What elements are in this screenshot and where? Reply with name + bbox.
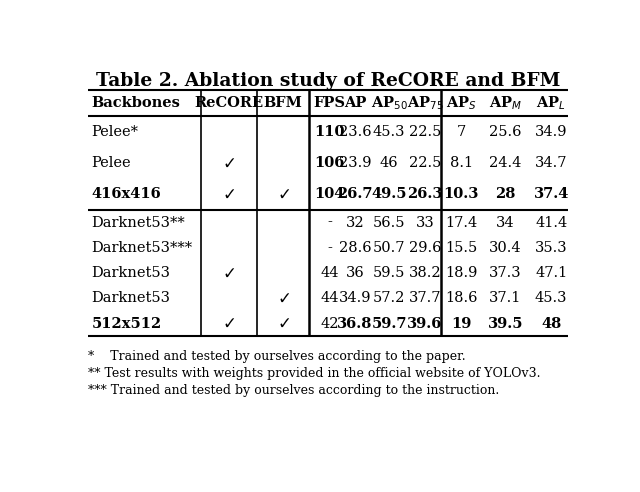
Text: ReCORE: ReCORE [194,96,264,110]
Text: FPS: FPS [314,96,346,110]
Text: Pelee: Pelee [92,156,131,170]
Text: 19: 19 [451,317,472,331]
Text: 38.2: 38.2 [408,266,441,280]
Text: 34.7: 34.7 [535,156,568,170]
Text: Darknet53: Darknet53 [92,266,171,280]
Text: 28.6: 28.6 [339,241,371,255]
Text: $\checkmark$: $\checkmark$ [276,186,289,203]
Text: 41.4: 41.4 [535,215,567,230]
Text: 104: 104 [314,187,345,201]
Text: 26.7: 26.7 [337,187,373,201]
Text: 28: 28 [495,187,516,201]
Text: 44: 44 [320,266,339,280]
Text: 23.9: 23.9 [339,156,371,170]
Text: 45.3: 45.3 [373,124,406,139]
Text: 34: 34 [496,215,515,230]
Text: 416x416: 416x416 [92,187,161,201]
Text: 39.5: 39.5 [488,317,524,331]
Text: 512x512: 512x512 [92,317,162,331]
Text: 33: 33 [415,215,435,230]
Text: 37.1: 37.1 [490,291,522,306]
Text: -: - [327,241,332,255]
Text: 22.5: 22.5 [409,124,441,139]
Text: 57.2: 57.2 [373,291,405,306]
Text: 50.7: 50.7 [373,241,406,255]
Text: 45.3: 45.3 [535,291,568,306]
Text: 36.8: 36.8 [337,317,373,331]
Text: AP$_S$: AP$_S$ [446,94,477,112]
Text: 34.9: 34.9 [535,124,568,139]
Text: 8.1: 8.1 [450,156,473,170]
Text: 37.4: 37.4 [534,187,569,201]
Text: 22.5: 22.5 [409,156,441,170]
Text: 35.3: 35.3 [535,241,568,255]
Text: $\checkmark$: $\checkmark$ [276,290,289,307]
Text: 56.5: 56.5 [373,215,406,230]
Text: Pelee*: Pelee* [92,124,139,139]
Text: BFM: BFM [264,96,303,110]
Text: 30.4: 30.4 [489,241,522,255]
Text: 10.3: 10.3 [444,187,479,201]
Text: 59.5: 59.5 [373,266,405,280]
Text: 15.5: 15.5 [445,241,477,255]
Text: 39.6: 39.6 [407,317,443,331]
Text: 46: 46 [380,156,399,170]
Text: 36: 36 [346,266,365,280]
Text: 34.9: 34.9 [339,291,371,306]
Text: 26.3: 26.3 [407,187,443,201]
Text: 25.6: 25.6 [489,124,522,139]
Text: 29.6: 29.6 [408,241,441,255]
Text: AP$_L$: AP$_L$ [536,94,566,112]
Text: 17.4: 17.4 [445,215,477,230]
Text: 37.7: 37.7 [408,291,441,306]
Text: AP: AP [344,96,366,110]
Text: AP$_{75}$: AP$_{75}$ [406,94,444,112]
Text: 23.6: 23.6 [339,124,371,139]
Text: 24.4: 24.4 [490,156,522,170]
Text: 48: 48 [541,317,561,331]
Text: 7: 7 [457,124,466,139]
Text: 47.1: 47.1 [535,266,567,280]
Text: 42: 42 [320,317,339,331]
Text: $\checkmark$: $\checkmark$ [222,154,236,172]
Text: AP$_M$: AP$_M$ [489,94,522,112]
Text: 49.5: 49.5 [371,187,407,201]
Text: *    Trained and tested by ourselves according to the paper.: * Trained and tested by ourselves accord… [88,350,465,363]
Text: Darknet53***: Darknet53*** [92,241,193,255]
Text: Darknet53: Darknet53 [92,291,171,306]
Text: Table 2. Ablation study of ReCORE and BFM: Table 2. Ablation study of ReCORE and BF… [96,72,560,90]
Text: $\checkmark$: $\checkmark$ [222,186,236,203]
Text: AP$_{50}$: AP$_{50}$ [371,94,408,112]
Text: 18.9: 18.9 [445,266,477,280]
Text: 37.3: 37.3 [489,266,522,280]
Text: 32: 32 [346,215,364,230]
Text: *** Trained and tested by ourselves according to the instruction.: *** Trained and tested by ourselves acco… [88,384,499,397]
Text: $\checkmark$: $\checkmark$ [222,315,236,332]
Text: 110: 110 [314,124,345,139]
Text: Darknet53**: Darknet53** [92,215,186,230]
Text: 18.6: 18.6 [445,291,477,306]
Text: 44: 44 [320,291,339,306]
Text: Backbones: Backbones [92,96,180,110]
Text: $\checkmark$: $\checkmark$ [276,315,289,332]
Text: $\checkmark$: $\checkmark$ [222,265,236,281]
Text: 59.7: 59.7 [371,317,407,331]
Text: 106: 106 [314,156,345,170]
Text: -: - [327,215,332,230]
Text: ** Test results with weights provided in the official website of YOLOv3.: ** Test results with weights provided in… [88,367,540,380]
